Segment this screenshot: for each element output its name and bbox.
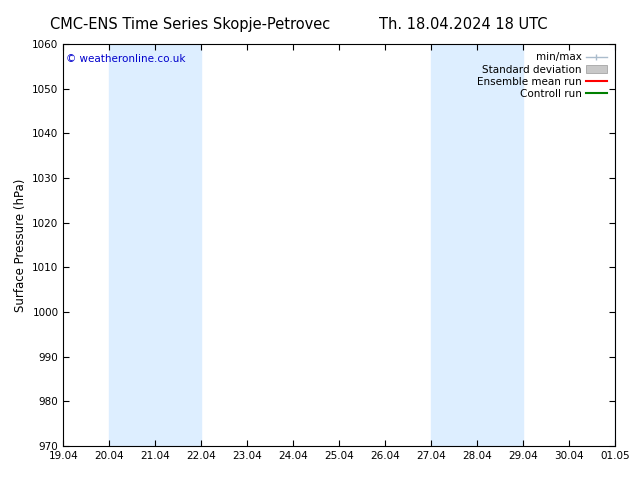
Text: CMC-ENS Time Series Skopje-Petrovec: CMC-ENS Time Series Skopje-Petrovec — [50, 17, 330, 32]
Bar — [477, 44, 523, 446]
Text: Th. 18.04.2024 18 UTC: Th. 18.04.2024 18 UTC — [378, 17, 547, 32]
Bar — [110, 44, 155, 446]
Bar — [431, 44, 477, 446]
Legend: min/max, Standard deviation, Ensemble mean run, Controll run: min/max, Standard deviation, Ensemble me… — [474, 49, 610, 102]
Bar — [155, 44, 202, 446]
Bar — [615, 44, 634, 446]
Text: © weatheronline.co.uk: © weatheronline.co.uk — [66, 54, 186, 64]
Y-axis label: Surface Pressure (hPa): Surface Pressure (hPa) — [14, 178, 27, 312]
